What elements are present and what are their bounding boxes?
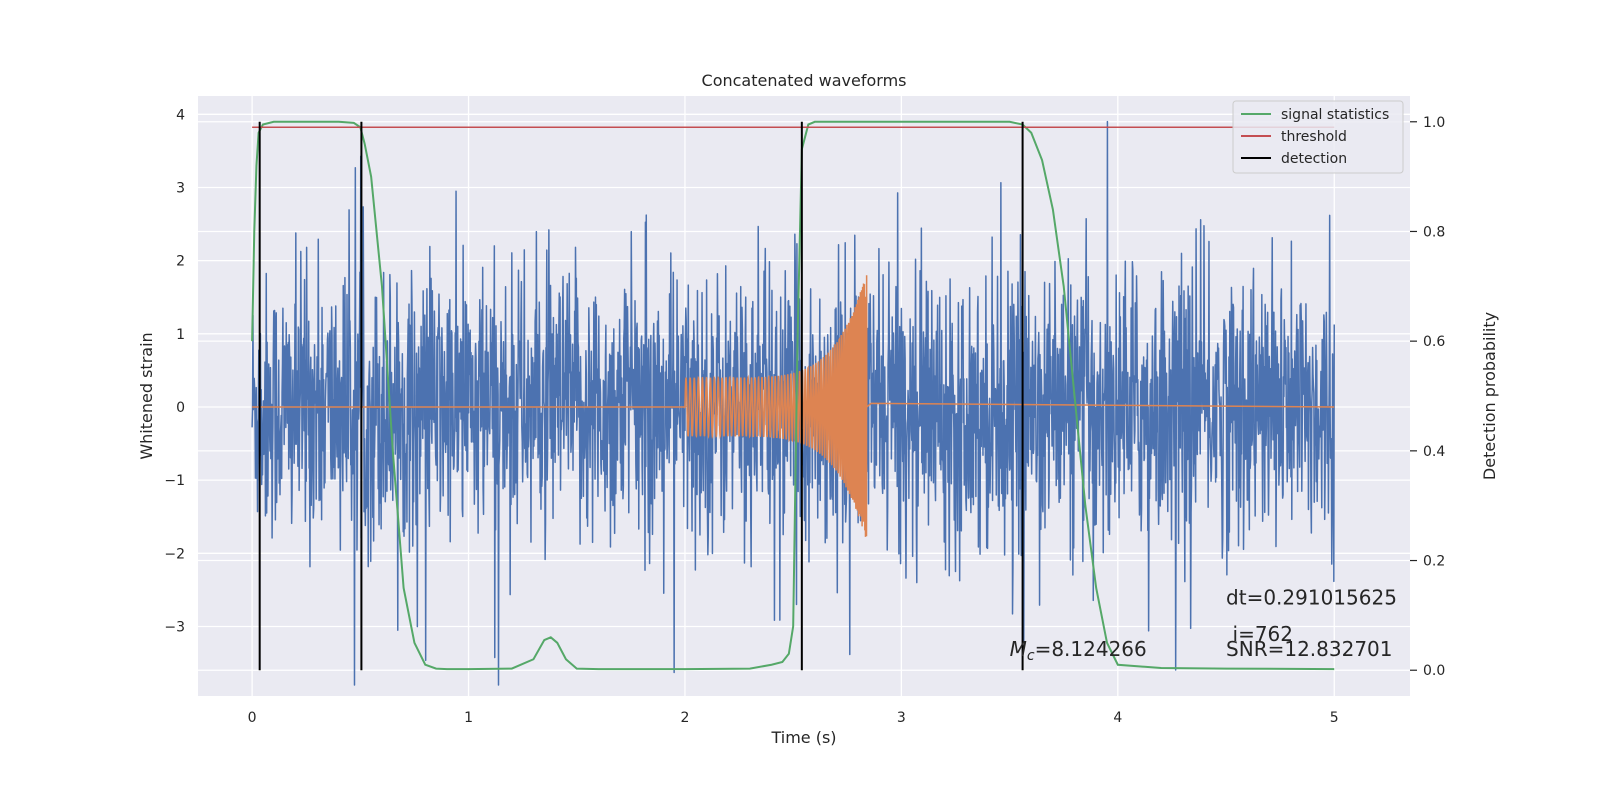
template-series-line — [252, 275, 1335, 537]
x-tick-label: 4 — [1113, 710, 1122, 726]
y2-tick-label: 0.8 — [1423, 224, 1445, 240]
x-tick-label: 5 — [1330, 710, 1339, 726]
y-tick-label: 1 — [176, 327, 185, 343]
legend-box — [1232, 100, 1404, 174]
axes: 0 1 2 3 4 5 −3 −2 −1 0 1 2 3 4 0.0 0.2 0.4 0.6 0.8 1.0 — [164, 107, 1445, 726]
x-tick-label: 2 — [681, 710, 690, 726]
y-tick-label: 2 — [176, 254, 185, 270]
x-tick-label: 3 — [897, 710, 906, 726]
y2-tick-label: 0.4 — [1423, 444, 1445, 460]
y2-tick-label: 0.2 — [1423, 554, 1445, 570]
data-layer — [251, 120, 1335, 686]
y2-axis-label: Detection probability — [1480, 312, 1499, 480]
y-tick-label: −2 — [164, 546, 185, 562]
annotation-text: Mc=8.124266 — [1010, 637, 1147, 664]
y2-tick-label: 0.0 — [1423, 663, 1445, 679]
y-tick-label: 0 — [176, 400, 185, 416]
legend-label: threshold — [1281, 129, 1347, 145]
legend: signal statistics threshold detection — [1232, 100, 1404, 174]
annotations: Mc=8.124266 dt=0.291015625 i=762SNR=12.832… — [1010, 586, 1397, 664]
y-tick-label: −1 — [164, 473, 185, 489]
y2-tick-label: 1.0 — [1423, 115, 1445, 131]
legend-label: signal statistics — [1281, 107, 1389, 123]
x-axis-label: Time (s) — [770, 728, 836, 747]
annotation-text: dt=0.291015625 — [1226, 586, 1397, 610]
x-tick-label: 0 — [248, 710, 257, 726]
y-axis-label: Whitened strain — [137, 332, 156, 459]
annotation-text: i=762 — [1233, 622, 1294, 646]
chart-title: Concatenated waveforms — [702, 71, 907, 90]
legend-label: detection — [1281, 151, 1347, 167]
y2-tick-label: 0.6 — [1423, 334, 1445, 350]
y-tick-label: −3 — [164, 619, 185, 635]
y-tick-label: 3 — [176, 180, 185, 196]
y-tick-label: 4 — [176, 107, 185, 123]
x-tick-label: 1 — [464, 710, 473, 726]
annotation-text: SNR=12.832701 — [1226, 637, 1392, 661]
